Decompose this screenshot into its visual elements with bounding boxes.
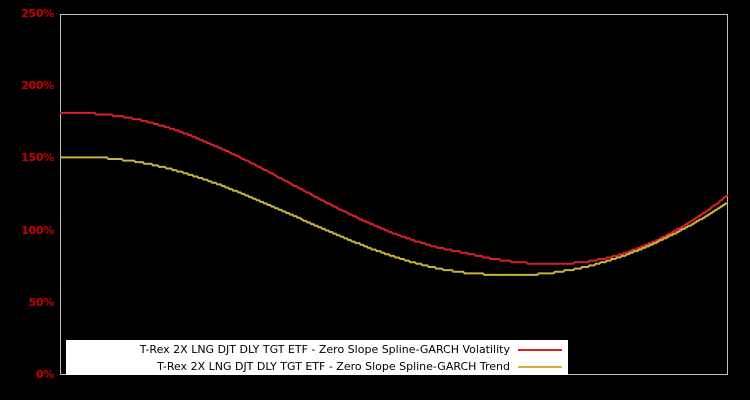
y-axis-tick-label: 100% — [21, 223, 54, 237]
chart-legend: T-Rex 2X LNG DJT DLY TGT ETF - Zero Slop… — [66, 340, 568, 375]
legend-color-swatch — [518, 365, 562, 368]
legend-entry-label: T-Rex 2X LNG DJT DLY TGT ETF - Zero Slop… — [139, 342, 510, 356]
series-line-volatility — [60, 111, 728, 265]
y-axis-tick-labels: 250% 200% 150% 100% 50% 0% — [0, 0, 54, 400]
y-axis-tick-label: 150% — [21, 151, 54, 165]
data-series-layer — [60, 111, 728, 276]
legend-entry[interactable]: T-Rex 2X LNG DJT DLY TGT ETF - Zero Slop… — [66, 358, 568, 375]
legend-entry-label: T-Rex 2X LNG DJT DLY TGT ETF - Zero Slop… — [157, 359, 510, 373]
series-line-trend — [60, 156, 728, 276]
y-axis-tick-label: 200% — [21, 79, 54, 93]
legend-entry[interactable]: T-Rex 2X LNG DJT DLY TGT ETF - Zero Slop… — [66, 341, 568, 358]
plot-area-frame — [60, 14, 728, 375]
y-axis-tick-label: 250% — [21, 7, 54, 20]
legend-color-swatch — [518, 348, 562, 351]
y-axis-tick-label: 0% — [35, 368, 54, 381]
y-axis-tick-label: 50% — [28, 295, 55, 309]
